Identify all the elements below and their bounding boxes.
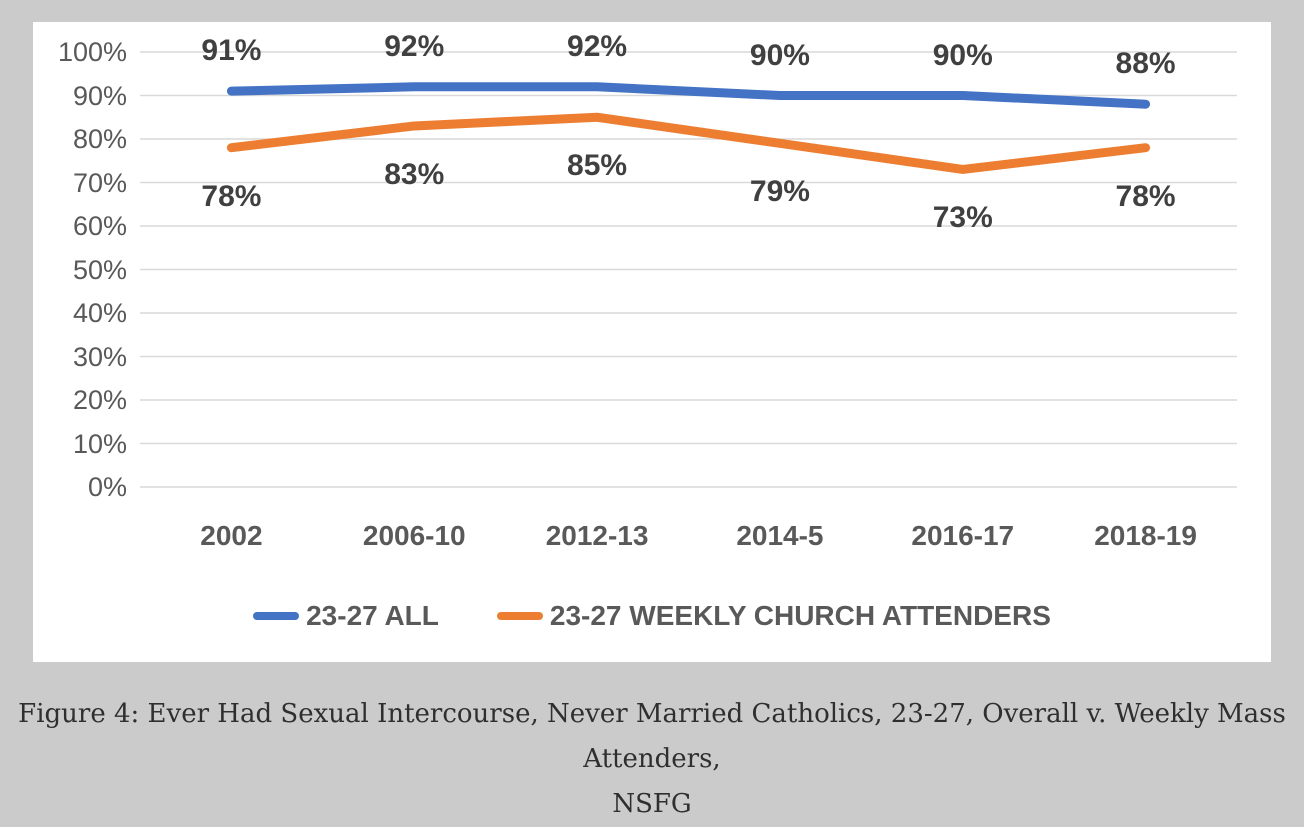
data-label-23-27-weekly-church-attenders: 78% [201,179,262,213]
line-chart [140,51,1237,488]
data-label-23-27-all: 90% [932,38,993,72]
legend-label: 23-27 ALL [306,600,439,631]
x-tick-label: 2018-19 [1094,520,1197,551]
data-label-23-27-all: 88% [1115,47,1176,81]
y-tick-label: 100% [57,37,127,67]
y-tick-label: 80% [72,124,127,154]
series-line-23-27-all [226,82,1151,109]
legend-line-swatch [253,612,300,620]
y-tick-label: 0% [87,472,127,502]
figure-caption: Figure 4: Ever Had Sexual Intercourse, N… [0,692,1304,827]
data-label-23-27-weekly-church-attenders: 79% [749,175,810,209]
x-tick-label: 2012-13 [545,520,649,551]
x-tick-label: 2002 [200,520,263,551]
y-tick-label: 60% [72,211,127,241]
data-label-23-27-weekly-church-attenders: 83% [384,157,445,191]
y-tick-label: 70% [72,167,127,198]
series-line-23-27-weekly-church-attenders [226,112,1151,174]
data-label-23-27-weekly-church-attenders: 85% [567,149,628,183]
legend-line-swatch [496,612,543,620]
x-tick-label: 2006-10 [362,520,466,551]
data-label-23-27-all: 90% [749,38,810,72]
y-tick-label: 90% [72,80,127,111]
page: { "chart_data": { "type": "line", "categ… [18,22,1286,819]
x-tick-label: 2014-5 [736,520,824,551]
caption-line-2: NSFG [612,789,692,819]
y-tick-label: 30% [72,341,127,372]
caption-line-1: Figure 4: Ever Had Sexual Intercourse, N… [18,699,1286,774]
data-label-23-27-all: 91% [201,34,262,68]
y-tick-label: 40% [72,298,127,328]
legend: 23-27 ALL 23-27 WEEKLY CHURCH ATTENDERS [33,600,1271,632]
data-label-23-27-weekly-church-attenders: 78% [1115,179,1176,213]
legend-label: 23-27 WEEKLY CHURCH ATTENDERS [549,600,1051,631]
x-tick-label: 2016-17 [911,520,1015,551]
y-tick-label: 10% [72,428,127,459]
data-label-23-27-all: 92% [567,29,628,63]
y-tick-label: 50% [72,254,127,285]
legend-item-23-27-weekly-church-attenders: 23-27 WEEKLY CHURCH ATTENDERS [496,600,1051,632]
legend-item-23-27-all: 23-27 ALL [253,600,439,632]
y-tick-label: 20% [72,385,127,415]
chart-panel: 0% 10% 20% 30% 40% 50% 60% 70% 80% 90% 100% 2002 20… [33,22,1271,662]
data-label-23-27-weekly-church-attenders: 73% [932,201,993,235]
data-label-23-27-all: 92% [384,29,445,63]
